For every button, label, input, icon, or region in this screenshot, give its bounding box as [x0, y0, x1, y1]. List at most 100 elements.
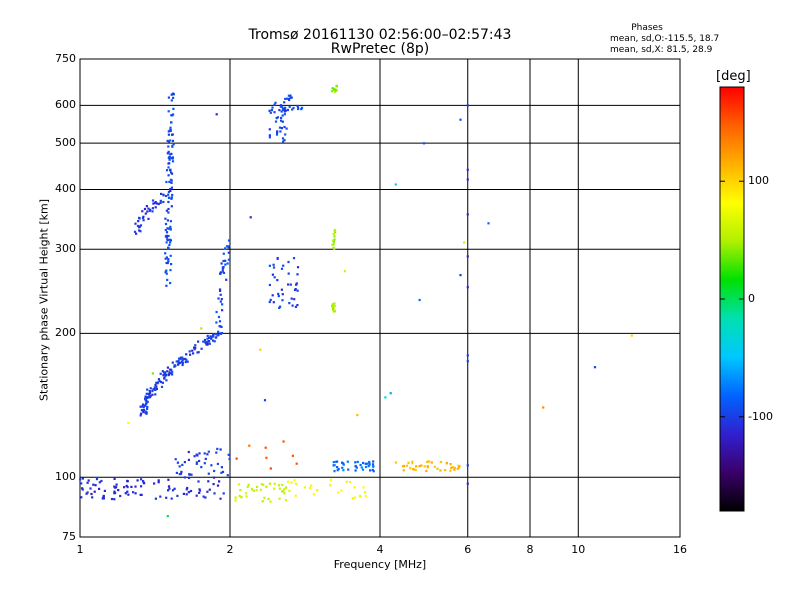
- data-point: [295, 282, 298, 285]
- y-tick-label: 300: [55, 242, 76, 256]
- data-point: [219, 271, 222, 274]
- data-point: [281, 490, 284, 493]
- data-point: [159, 380, 163, 384]
- data-point: [187, 458, 190, 461]
- data-point: [292, 106, 295, 110]
- data-point: [333, 238, 336, 241]
- data-point: [285, 127, 288, 130]
- data-point: [222, 266, 225, 269]
- data-point: [276, 279, 279, 282]
- data-point: [332, 243, 335, 246]
- data-point: [172, 143, 175, 146]
- data-point: [428, 460, 431, 463]
- data-point: [198, 491, 201, 494]
- data-point: [125, 484, 128, 487]
- data-point: [278, 306, 281, 309]
- data-point: [219, 497, 222, 500]
- data-point: [269, 467, 272, 470]
- data-point: [245, 495, 248, 498]
- data-point: [177, 359, 180, 363]
- data-point: [139, 230, 142, 233]
- x-tick-label: 2: [226, 543, 234, 556]
- data-point: [333, 464, 336, 467]
- data-point: [252, 489, 255, 492]
- data-point: [169, 188, 172, 191]
- data-point: [160, 192, 163, 195]
- data-point: [167, 140, 170, 143]
- data-point: [168, 238, 171, 241]
- data-point: [206, 337, 209, 340]
- data-point: [208, 336, 211, 339]
- data-point: [216, 462, 219, 465]
- data-point: [192, 352, 195, 355]
- data-point: [85, 492, 88, 495]
- data-point: [165, 261, 168, 265]
- data-point: [287, 272, 290, 275]
- data-point: [169, 126, 172, 129]
- data-point: [206, 342, 209, 345]
- data-point: [430, 461, 433, 464]
- data-point: [178, 357, 181, 360]
- data-point: [164, 217, 167, 220]
- data-point: [113, 498, 116, 501]
- data-point: [409, 467, 412, 470]
- data-point: [445, 462, 448, 465]
- data-point: [169, 139, 172, 142]
- data-point: [167, 150, 170, 153]
- data-point: [228, 245, 231, 248]
- data-point: [215, 310, 218, 314]
- data-point: [163, 376, 166, 379]
- data-point: [280, 267, 284, 270]
- data-point: [140, 478, 143, 481]
- data-point: [268, 283, 271, 287]
- data-point: [354, 496, 357, 499]
- data-point: [282, 140, 285, 143]
- data-point: [300, 108, 303, 111]
- data-point: [224, 263, 227, 266]
- data-point: [331, 307, 335, 310]
- data-point: [181, 363, 184, 367]
- data-point: [334, 90, 337, 93]
- data-point: [167, 96, 170, 99]
- data-point: [167, 373, 170, 376]
- data-point: [466, 354, 469, 357]
- data-point: [361, 468, 365, 471]
- data-point: [466, 482, 469, 485]
- data-point: [81, 488, 84, 491]
- data-point: [113, 490, 116, 493]
- data-point: [156, 382, 159, 385]
- data-point: [466, 178, 469, 181]
- data-point: [206, 453, 209, 456]
- data-point: [220, 298, 223, 301]
- data-point: [167, 260, 170, 263]
- data-point: [168, 243, 171, 247]
- data-point: [142, 408, 146, 411]
- data-point: [176, 461, 179, 464]
- data-point: [331, 90, 334, 93]
- data-point: [264, 446, 267, 449]
- data-point: [280, 116, 283, 119]
- data-point: [167, 489, 170, 492]
- data-point: [269, 500, 272, 503]
- data-point: [211, 339, 215, 342]
- data-point: [346, 460, 349, 463]
- data-point: [453, 468, 456, 471]
- data-point: [268, 128, 271, 131]
- data-point: [139, 224, 143, 227]
- data-point: [216, 484, 220, 487]
- data-point: [166, 261, 169, 265]
- data-point: [347, 468, 350, 471]
- data-point: [332, 88, 335, 91]
- data-point: [349, 480, 352, 484]
- data-point: [354, 461, 357, 464]
- data-point: [178, 362, 181, 365]
- data-point: [158, 379, 161, 382]
- data-point: [219, 300, 222, 303]
- data-point: [89, 487, 92, 490]
- data-point: [171, 133, 174, 136]
- data-point: [185, 358, 188, 361]
- data-point: [142, 219, 145, 222]
- phase-o-stats: mean, sd,O:-115.5, 18.7: [610, 34, 720, 44]
- data-point: [148, 392, 152, 395]
- data-point: [115, 483, 118, 486]
